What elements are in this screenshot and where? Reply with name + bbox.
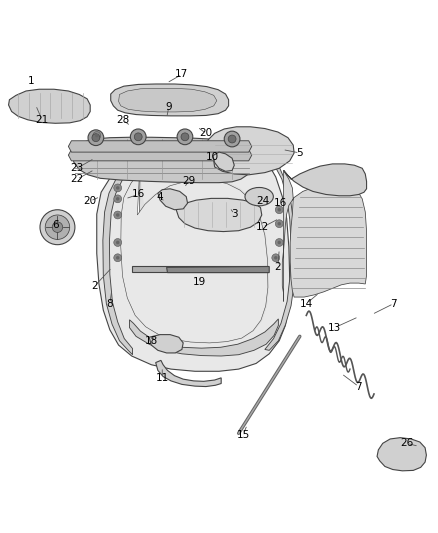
Text: 7: 7 — [355, 382, 362, 392]
Text: 2: 2 — [91, 281, 98, 291]
Polygon shape — [130, 319, 279, 356]
Circle shape — [92, 134, 100, 142]
Circle shape — [116, 213, 120, 217]
Text: 6: 6 — [52, 220, 59, 230]
Circle shape — [272, 254, 280, 262]
Circle shape — [114, 195, 122, 203]
Circle shape — [52, 222, 63, 232]
Polygon shape — [176, 198, 262, 231]
Circle shape — [274, 256, 278, 260]
Circle shape — [181, 133, 189, 141]
Circle shape — [131, 129, 146, 144]
Circle shape — [116, 197, 120, 200]
Polygon shape — [68, 149, 252, 161]
Polygon shape — [377, 438, 426, 471]
Text: 29: 29 — [182, 176, 195, 187]
Text: 20: 20 — [199, 128, 212, 139]
Circle shape — [278, 241, 281, 244]
Polygon shape — [121, 171, 269, 344]
Polygon shape — [119, 88, 217, 112]
Text: 19: 19 — [193, 277, 206, 287]
Text: 18: 18 — [145, 336, 158, 346]
Circle shape — [116, 241, 120, 244]
Polygon shape — [9, 89, 90, 123]
Circle shape — [40, 210, 75, 245]
Circle shape — [114, 184, 122, 192]
Text: 21: 21 — [35, 115, 49, 125]
Text: 4: 4 — [157, 192, 163, 201]
Polygon shape — [283, 171, 367, 302]
Ellipse shape — [245, 188, 273, 206]
Polygon shape — [213, 152, 234, 171]
Text: 24: 24 — [256, 196, 269, 206]
Circle shape — [114, 211, 122, 219]
Circle shape — [88, 130, 104, 146]
Polygon shape — [122, 171, 264, 340]
Text: 1: 1 — [28, 76, 35, 86]
Polygon shape — [166, 266, 269, 272]
Text: 17: 17 — [175, 69, 188, 79]
Text: 11: 11 — [155, 373, 169, 383]
Polygon shape — [158, 189, 187, 210]
Text: 3: 3 — [231, 209, 237, 219]
Polygon shape — [121, 171, 268, 343]
Polygon shape — [71, 138, 251, 183]
Circle shape — [114, 239, 122, 246]
Text: 9: 9 — [166, 102, 172, 112]
Circle shape — [224, 131, 240, 147]
Circle shape — [278, 208, 281, 212]
Text: 16: 16 — [131, 189, 145, 199]
Text: 26: 26 — [400, 438, 413, 448]
Circle shape — [276, 239, 283, 246]
Circle shape — [116, 256, 120, 260]
Polygon shape — [132, 265, 268, 272]
Polygon shape — [284, 164, 367, 196]
Circle shape — [276, 220, 283, 228]
Circle shape — [276, 206, 283, 214]
Text: 12: 12 — [256, 222, 269, 232]
Text: 7: 7 — [390, 298, 397, 309]
Text: 5: 5 — [297, 148, 303, 158]
Polygon shape — [103, 171, 133, 354]
Polygon shape — [155, 360, 221, 386]
Text: 2: 2 — [275, 262, 281, 271]
Polygon shape — [68, 141, 252, 152]
Polygon shape — [97, 142, 290, 372]
Circle shape — [228, 135, 236, 143]
Circle shape — [278, 222, 281, 225]
Text: 10: 10 — [206, 152, 219, 163]
Circle shape — [177, 129, 193, 144]
Circle shape — [95, 134, 99, 138]
Text: 20: 20 — [84, 196, 97, 206]
Circle shape — [114, 254, 122, 262]
Polygon shape — [111, 84, 229, 116]
Polygon shape — [265, 155, 295, 350]
Circle shape — [116, 186, 120, 190]
Circle shape — [93, 132, 101, 140]
Text: 16: 16 — [273, 198, 287, 208]
Polygon shape — [149, 335, 183, 353]
Polygon shape — [207, 127, 294, 175]
Circle shape — [45, 215, 70, 239]
Text: 23: 23 — [71, 163, 84, 173]
Text: 13: 13 — [328, 322, 341, 333]
Text: 22: 22 — [71, 174, 84, 184]
Text: 8: 8 — [106, 298, 113, 309]
Text: 28: 28 — [117, 115, 130, 125]
Text: 15: 15 — [237, 430, 250, 440]
Circle shape — [134, 133, 142, 141]
Text: 14: 14 — [300, 298, 313, 309]
